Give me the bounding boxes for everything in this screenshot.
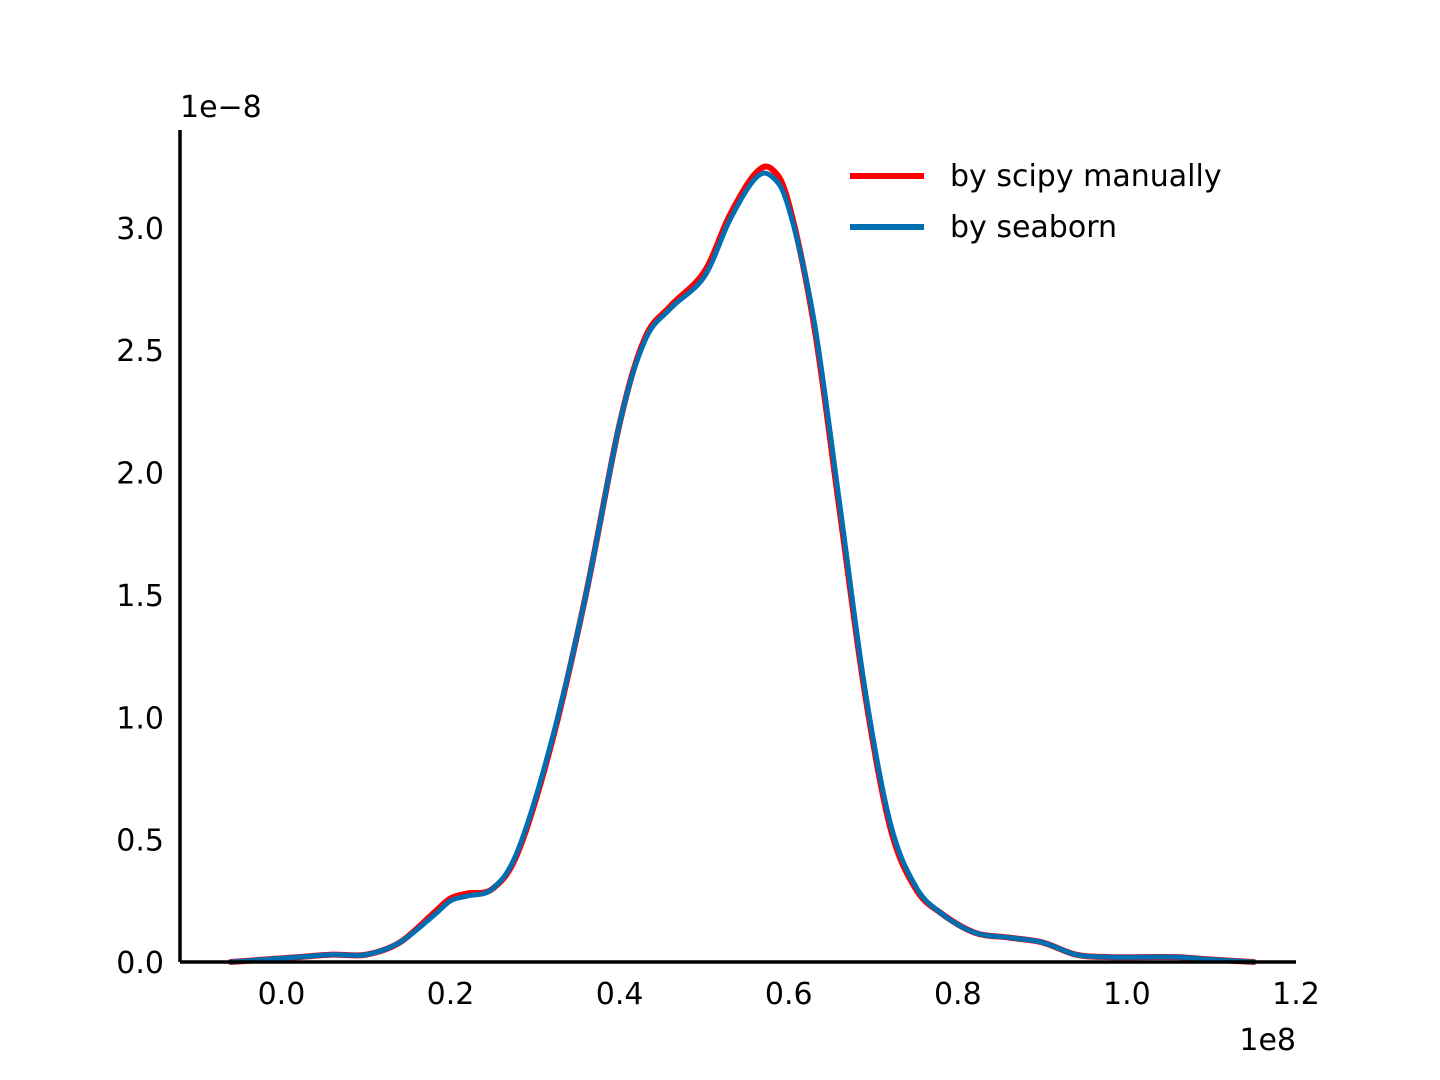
axes (178, 130, 1296, 964)
x-tick-label: 0.8 (934, 977, 982, 1012)
y-axis-offset-label: 1e−8 (180, 90, 262, 125)
y-tick-label: 1.5 (116, 579, 164, 614)
x-tick-label: 0.6 (765, 977, 813, 1012)
x-axis-ticks: 0.0 0.2 0.4 0.6 0.8 1.0 1.2 (258, 977, 1320, 1012)
y-tick-label: 1.0 (116, 701, 164, 736)
x-axis-offset-label: 1e8 (1239, 1023, 1296, 1058)
plot-area (227, 163, 1257, 965)
x-tick-label: 0.4 (596, 977, 644, 1012)
x-tick-label: 1.2 (1272, 977, 1320, 1012)
y-tick-label: 2.5 (116, 334, 164, 369)
y-tick-label: 0.5 (116, 824, 164, 859)
legend-label: by scipy manually (950, 159, 1222, 194)
y-tick-label: 0.0 (116, 946, 164, 981)
y-axis-ticks: 0.0 0.5 1.0 1.5 2.0 2.5 3.0 (116, 212, 164, 981)
series-line-0 (227, 163, 1257, 965)
legend: by scipy manually by seaborn (850, 159, 1222, 245)
x-tick-label: 1.0 (1103, 977, 1151, 1012)
legend-label: by seaborn (950, 210, 1117, 245)
y-tick-label: 3.0 (116, 212, 164, 247)
x-tick-label: 0.2 (427, 977, 475, 1012)
series-line-1 (228, 170, 1257, 965)
x-tick-label: 0.0 (258, 977, 306, 1012)
y-tick-label: 2.0 (116, 457, 164, 492)
